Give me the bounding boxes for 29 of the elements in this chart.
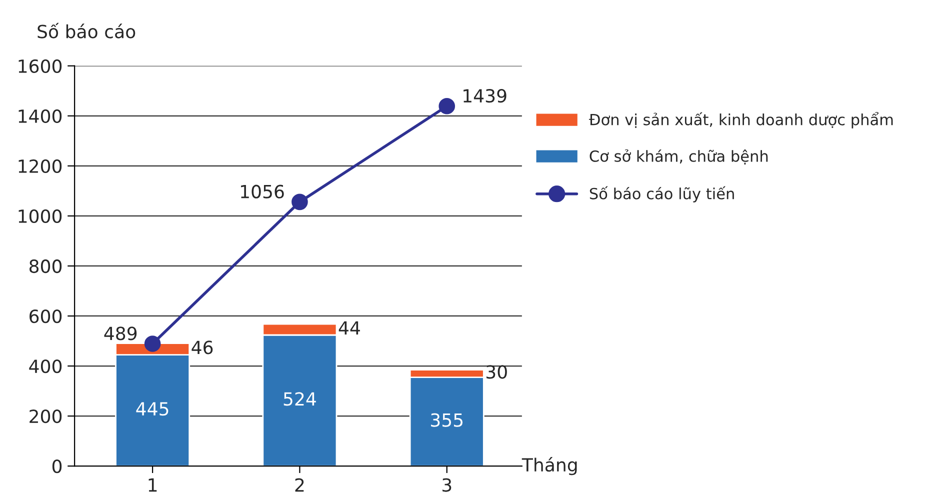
data-label: 445: [136, 402, 168, 416]
data-label: 30: [486, 365, 507, 379]
x-tick-label: 3: [442, 478, 452, 492]
y-tick-label: 1000: [18, 209, 62, 224]
data-label: 44: [338, 321, 360, 334]
point: [292, 194, 308, 210]
y-axis-title: Số báo cáo: [38, 22, 136, 38]
x-axis-title: Tháng: [522, 456, 577, 476]
point: [438, 98, 456, 114]
y-tick-label: 1600: [18, 59, 62, 73]
y-tick-label: 200: [30, 410, 62, 424]
y-tick-label: 600: [30, 309, 62, 324]
point: [144, 336, 161, 352]
y-tick-label: 800: [30, 259, 62, 274]
x-tick-label: 2: [295, 478, 304, 492]
y-tick-label: 1400: [18, 109, 62, 124]
data-label: 355: [431, 413, 463, 427]
data-label: 1056: [241, 184, 284, 198]
data-label: 46: [192, 340, 213, 354]
data-label: 489: [104, 326, 137, 340]
y-tick-label: 0: [52, 460, 62, 474]
x-tick-label: 1: [148, 478, 157, 492]
y-tick-label: 1200: [18, 159, 62, 174]
y-tick-label: 400: [29, 359, 62, 374]
legend-label: Cơ sở khám, chữa bệnh: [590, 149, 768, 164]
data-label: 524: [284, 392, 316, 406]
legend-label: Đơn vị sản xuất, kinh doanh dược phẩm: [588, 112, 893, 128]
legend-label: Số báo cáo lũy tiến: [590, 186, 734, 202]
data-label: 1439: [464, 88, 506, 103]
